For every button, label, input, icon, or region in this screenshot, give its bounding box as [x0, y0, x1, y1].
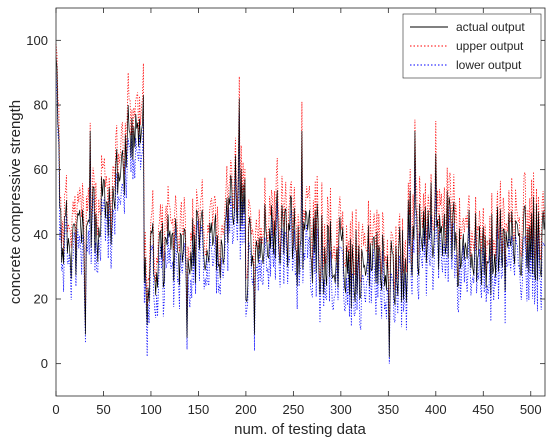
- y-axis-label: concrete compressive strength: [7, 100, 24, 304]
- y-tick-label: 80: [34, 98, 48, 113]
- x-axis-label: num. of testing data: [234, 421, 366, 438]
- y-tick-label: 20: [34, 292, 48, 307]
- x-tick-label: 350: [377, 402, 399, 417]
- x-tick-label: 0: [52, 402, 59, 417]
- series-lower-output: [55, 73, 546, 364]
- x-axis: 0 50 100 150 200 250 300 350 400 450 500: [52, 8, 542, 417]
- series-actual-output: [55, 56, 546, 358]
- plot-frame: [55, 7, 546, 397]
- legend-label-lower: lower output: [456, 58, 522, 72]
- x-tick-label: 300: [330, 402, 352, 417]
- x-tick-label: 400: [425, 402, 447, 417]
- legend-label-actual: actual output: [456, 20, 525, 34]
- x-tick-label: 100: [140, 402, 162, 417]
- x-tick-label: 150: [188, 402, 210, 417]
- legend: actual output upper output lower output: [402, 13, 542, 79]
- x-tick-label: 200: [235, 402, 257, 417]
- y-tick-label: 60: [34, 162, 48, 177]
- y-tick-label: 100: [26, 33, 48, 48]
- x-tick-label: 450: [472, 402, 494, 417]
- series-upper-output: [55, 43, 546, 342]
- y-tick-label: 40: [34, 227, 48, 242]
- y-tick-label: 0: [41, 356, 48, 371]
- x-tick-label: 50: [96, 402, 110, 417]
- x-tick-label: 500: [520, 402, 542, 417]
- series-layer: [55, 43, 546, 364]
- y-axis: 0 20 40 60 80 100: [26, 33, 545, 371]
- x-tick-label: 250: [283, 402, 305, 417]
- legend-box: [402, 13, 542, 79]
- legend-label-upper: upper output: [456, 39, 524, 53]
